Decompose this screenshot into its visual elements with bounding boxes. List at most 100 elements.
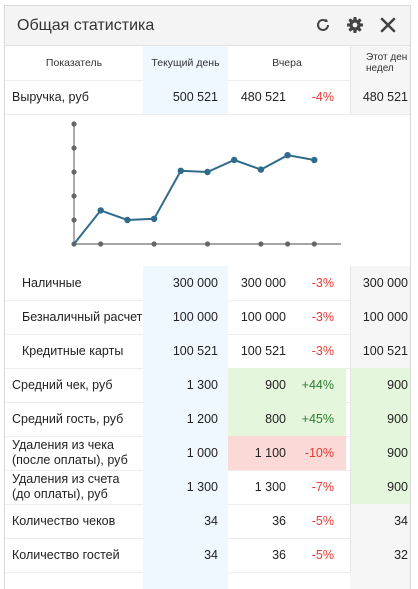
yesterday-change: -3%	[311, 276, 334, 290]
data-point	[284, 152, 291, 159]
week-value: 32	[350, 538, 410, 572]
yesterday-change: -3%	[311, 344, 334, 358]
y-tick	[71, 145, 77, 151]
col-header-metric: Показатель	[45, 56, 103, 69]
y-tick	[71, 121, 77, 127]
y-tick	[71, 169, 77, 175]
row-label: Удаления из чека (после оплаты), руб	[5, 436, 143, 470]
yesterday-change: -3%	[311, 310, 334, 324]
row-label: Средний гость, руб	[12, 411, 124, 426]
row-label-line2: (после оплаты), руб	[12, 453, 128, 467]
row-label: Количество чеков	[12, 513, 116, 528]
y-tick	[71, 217, 77, 223]
panel-header: Общая статистика	[5, 6, 410, 46]
table-row: Удаления из счета (до оплаты), руб 1 300 …	[5, 470, 410, 505]
table-row-partial	[5, 572, 410, 589]
row-label-line2: (до оплаты), руб	[12, 487, 108, 501]
yesterday-change: -5%	[311, 548, 334, 562]
close-button[interactable]	[378, 15, 398, 35]
row-label: Наличные	[22, 275, 82, 290]
yesterday-value: 100 521	[240, 344, 286, 358]
table-row: Безналичный расчет 100 000 100 000 -3% 1…	[5, 300, 410, 335]
today-value: 1 300	[143, 470, 228, 504]
col-header-week-line2: недел	[366, 63, 394, 74]
row-label: Удаления из счета (до оплаты), руб	[5, 470, 143, 504]
yesterday-change: +45%	[292, 402, 346, 436]
row-label: Безналичный расчет	[22, 309, 143, 324]
row-label: Выручка, руб	[12, 89, 89, 104]
week-value: 900	[350, 470, 410, 504]
today-value: 1 300	[143, 368, 228, 402]
today-value: 500 521	[143, 80, 228, 114]
table-row: Количество чеков 34 36 -5% 34	[5, 504, 410, 539]
data-point	[204, 168, 211, 176]
row-label: Кредитные карты	[22, 343, 124, 358]
data-point	[124, 216, 131, 224]
today-value: 1 200	[143, 402, 228, 436]
y-tick	[71, 193, 77, 199]
today-value: 300 000	[143, 266, 228, 300]
yesterday-change: +44%	[292, 368, 346, 402]
table-row: Средний чек, руб 1 300 900 +44% 900	[5, 368, 410, 403]
today-value: 34	[143, 504, 228, 538]
week-value: 900	[350, 402, 410, 436]
settings-button[interactable]	[345, 15, 365, 35]
row-label-line1: Удаления из счета	[12, 472, 120, 486]
col-header-week: Этот ден недел	[350, 46, 410, 80]
panel-title: Общая статистика	[17, 17, 155, 34]
data-point	[150, 215, 158, 222]
yesterday-value: 480 521	[240, 90, 286, 104]
today-value: 34	[143, 538, 228, 572]
yesterday-value: 1 300	[254, 480, 286, 494]
x-tick	[258, 241, 264, 247]
week-value: 900	[350, 436, 410, 470]
today-value: 100 521	[143, 334, 228, 368]
x-tick	[151, 241, 157, 247]
week-value: 100 000	[350, 300, 410, 334]
row-label-line1: Удаления из чека	[12, 438, 114, 452]
week-value: 480 521	[350, 80, 410, 114]
revenue-line-chart	[71, 121, 341, 247]
x-tick	[311, 241, 317, 247]
yesterday-value: 900	[228, 368, 292, 402]
revenue-chart	[5, 114, 410, 266]
yesterday-value: 1 100	[228, 436, 292, 470]
stats-panel: Общая статистика	[4, 5, 411, 589]
yesterday-change: -5%	[311, 514, 334, 528]
refresh-button[interactable]	[313, 15, 333, 35]
gear-icon	[347, 17, 363, 33]
x-tick	[204, 241, 211, 247]
data-point	[177, 167, 184, 174]
row-label: Количество гостей	[12, 547, 120, 562]
data-point	[257, 166, 265, 173]
x-tick	[98, 241, 104, 247]
week-value: 900	[350, 368, 410, 402]
data-point	[311, 156, 318, 164]
yesterday-value: 800	[228, 402, 292, 436]
week-value: 100 521	[350, 334, 410, 368]
today-value: 100 000	[143, 300, 228, 334]
yesterday-value: 36	[272, 548, 286, 562]
yesterday-change: -7%	[311, 480, 334, 494]
week-value-empty	[350, 572, 410, 589]
table-row: Выручка, руб 500 521 480 521 -4% 480 521	[5, 80, 410, 115]
data-point	[97, 207, 104, 214]
week-value: 300 000	[350, 266, 410, 300]
table-row: Кредитные карты 100 521 100 521 -3% 100 …	[5, 334, 410, 369]
col-header-today: Текущий день	[143, 46, 228, 80]
today-value: 1 000	[143, 436, 228, 470]
yesterday-change: -10%	[292, 436, 346, 470]
close-icon	[380, 17, 396, 33]
yesterday-change: -4%	[311, 90, 334, 104]
table-row: Наличные 300 000 300 000 -3% 300 000	[5, 266, 410, 301]
week-value: 34	[350, 504, 410, 538]
yesterday-value: 100 000	[240, 310, 286, 324]
col-header-week-line1: Этот ден	[366, 52, 408, 63]
table-row: Средний гость, руб 1 200 800 +45% 900	[5, 402, 410, 437]
table-header: Показатель Текущий день Вчера Этот ден не…	[5, 46, 410, 81]
x-tick	[285, 241, 291, 247]
refresh-icon	[317, 18, 329, 31]
yesterday-value: 300 000	[240, 276, 286, 290]
series-line	[73, 154, 315, 245]
table-row: Удаления из чека (после оплаты), руб 1 00…	[5, 436, 410, 471]
